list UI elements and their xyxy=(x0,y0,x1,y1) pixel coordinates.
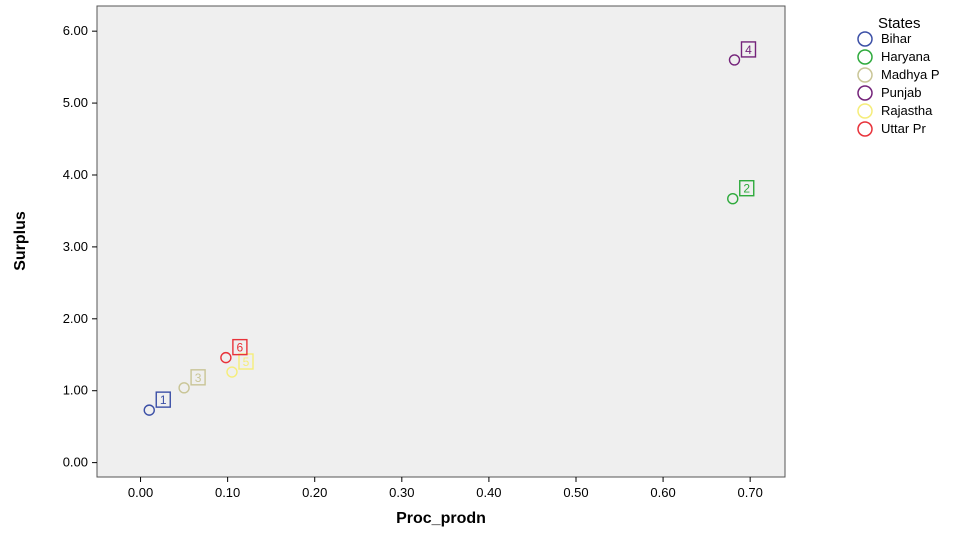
y-tick-label: 4.00 xyxy=(63,167,88,182)
y-axis: 0.00 1.00 2.00 3.00 4.00 5.00 6.00 xyxy=(63,23,97,470)
legend-marker xyxy=(857,121,873,137)
point-label-box xyxy=(740,41,757,58)
legend-marker xyxy=(857,49,873,65)
legend-marker xyxy=(857,31,873,47)
x-tick-label: 0.00 xyxy=(128,485,153,500)
x-tick-label: 0.10 xyxy=(215,485,240,500)
legend-title: States xyxy=(878,15,921,32)
y-tick-label: 5.00 xyxy=(63,95,88,110)
x-tick-label: 0.20 xyxy=(302,485,327,500)
y-tick-label: 3.00 xyxy=(63,239,88,254)
legend-label: Punjab xyxy=(881,85,921,100)
plot-area xyxy=(96,5,786,478)
point-label: 5 xyxy=(243,355,250,369)
x-tick-label: 0.50 xyxy=(563,485,588,500)
x-tick-label: 0.70 xyxy=(738,485,763,500)
point-label: 6 xyxy=(237,341,244,355)
legend-marker xyxy=(857,67,873,83)
x-tick-label: 0.40 xyxy=(476,485,501,500)
y-tick-label: 2.00 xyxy=(63,311,88,326)
y-tick-label: 0.00 xyxy=(63,455,88,470)
x-axis-title: Proc_prodn xyxy=(396,510,486,527)
legend-marker xyxy=(857,103,873,119)
data-point xyxy=(143,404,155,416)
data-point xyxy=(178,382,190,394)
legend-label: Bihar xyxy=(881,31,912,46)
x-tick-label: 0.30 xyxy=(389,485,414,500)
y-tick-label: 6.00 xyxy=(63,23,88,38)
point-label-box xyxy=(190,369,206,386)
data-points: 1 2 3 4 56 xyxy=(143,41,757,416)
legend-marker xyxy=(857,85,873,101)
legend-label: Rajastha xyxy=(881,103,933,118)
point-label: 2 xyxy=(743,182,750,196)
data-point xyxy=(727,193,739,205)
x-tick-label: 0.60 xyxy=(650,485,675,500)
x-axis: 0.00 0.10 0.20 0.30 0.40 0.50 0.60 0.70 xyxy=(128,477,763,500)
data-point xyxy=(728,54,741,66)
legend-label: Uttar Pr xyxy=(881,121,926,136)
point-label-box xyxy=(232,338,248,356)
point-label: 4 xyxy=(745,43,752,57)
point-label-box xyxy=(739,180,755,197)
point-label-box xyxy=(155,391,171,408)
y-axis-title: Surplus xyxy=(12,211,29,271)
data-point xyxy=(220,351,232,364)
legend-label: Madhya P xyxy=(881,67,940,82)
y-tick-label: 1.00 xyxy=(63,383,88,398)
legend-label: Haryana xyxy=(881,49,931,64)
point-label: 1 xyxy=(160,393,167,407)
legend: States Bihar Haryana Madhya P Punjab Rajasth… xyxy=(857,15,940,137)
point-label: 3 xyxy=(195,371,202,385)
data-point xyxy=(226,366,238,378)
